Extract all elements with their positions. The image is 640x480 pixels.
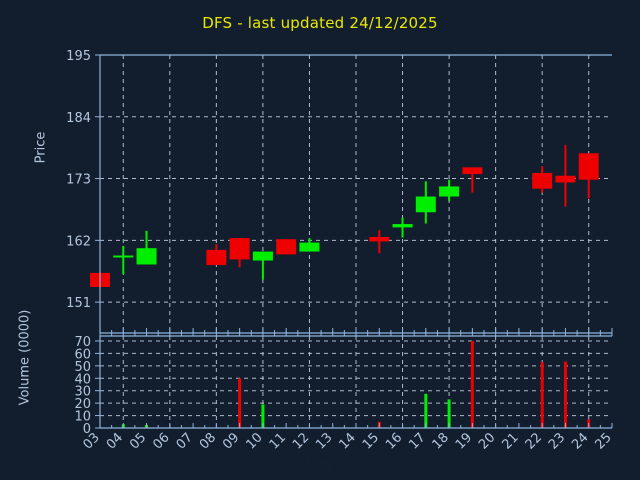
volume-bar [424, 393, 428, 428]
volume-tick-label: 50 [74, 360, 91, 375]
volume-bar [563, 361, 567, 428]
chart-title: DFS - last updated 24/12/2025 [202, 14, 438, 32]
candle-body [276, 239, 297, 255]
x-tick-label: 09 [220, 430, 242, 452]
price-tick-label: 173 [66, 173, 91, 188]
candle-body [229, 238, 250, 260]
candle-body [369, 236, 390, 242]
x-axis-title: Day [306, 456, 334, 472]
x-tick-label: 11 [267, 430, 289, 452]
x-tick-label: 15 [360, 430, 382, 452]
volume-tick-label: 70 [74, 335, 91, 350]
candle-body [392, 224, 413, 228]
candle-body [532, 172, 553, 189]
x-tick-label: 21 [499, 430, 521, 452]
candle-body [439, 186, 460, 197]
price-tick-label: 195 [66, 49, 91, 64]
x-tick-label: 23 [546, 430, 568, 452]
volume-bar [238, 378, 242, 428]
price-tick-label: 162 [66, 234, 91, 249]
candle-body [136, 248, 157, 265]
volume-bar [447, 399, 451, 428]
volume-tick-label: 40 [74, 372, 91, 387]
candle-body [252, 251, 273, 261]
volume-bar [540, 362, 544, 428]
candle-body [299, 242, 320, 252]
x-tick-label: 16 [383, 430, 405, 452]
x-tick-label: 07 [174, 430, 196, 452]
x-tick-label: 05 [127, 430, 149, 452]
x-tick-label: 17 [406, 430, 428, 452]
volume-tick-label: 0 [83, 422, 91, 437]
volume-tick-label: 30 [74, 385, 91, 400]
price-tick-label: 151 [66, 296, 91, 311]
volume-tick-label: 60 [74, 347, 91, 362]
x-tick-label: 25 [593, 430, 615, 452]
candle-body [113, 255, 134, 258]
x-tick-label: 19 [453, 430, 475, 452]
candle-body [578, 153, 599, 180]
x-tick-label: 24 [569, 430, 591, 452]
candle-body [206, 249, 227, 266]
x-tick-label: 08 [197, 430, 219, 452]
x-tick-label: 22 [523, 430, 545, 452]
x-tick-label: 18 [430, 430, 452, 452]
x-tick-label: 04 [104, 430, 126, 452]
price-tick-label: 184 [66, 111, 91, 126]
candle-body [462, 167, 483, 175]
x-tick-label: 13 [313, 430, 335, 452]
x-tick-label: 10 [243, 430, 265, 452]
candle-body [555, 175, 576, 183]
candle-body [415, 196, 436, 213]
volume-tick-label: 10 [74, 410, 91, 425]
x-tick-label: 12 [290, 430, 312, 452]
volume-bar [470, 340, 474, 428]
volume-tick-label: 20 [74, 397, 91, 412]
x-tick-label: 06 [150, 430, 172, 452]
x-tick-label: 14 [337, 430, 359, 452]
x-tick-label: 20 [476, 430, 498, 452]
volume-bar [261, 404, 265, 428]
